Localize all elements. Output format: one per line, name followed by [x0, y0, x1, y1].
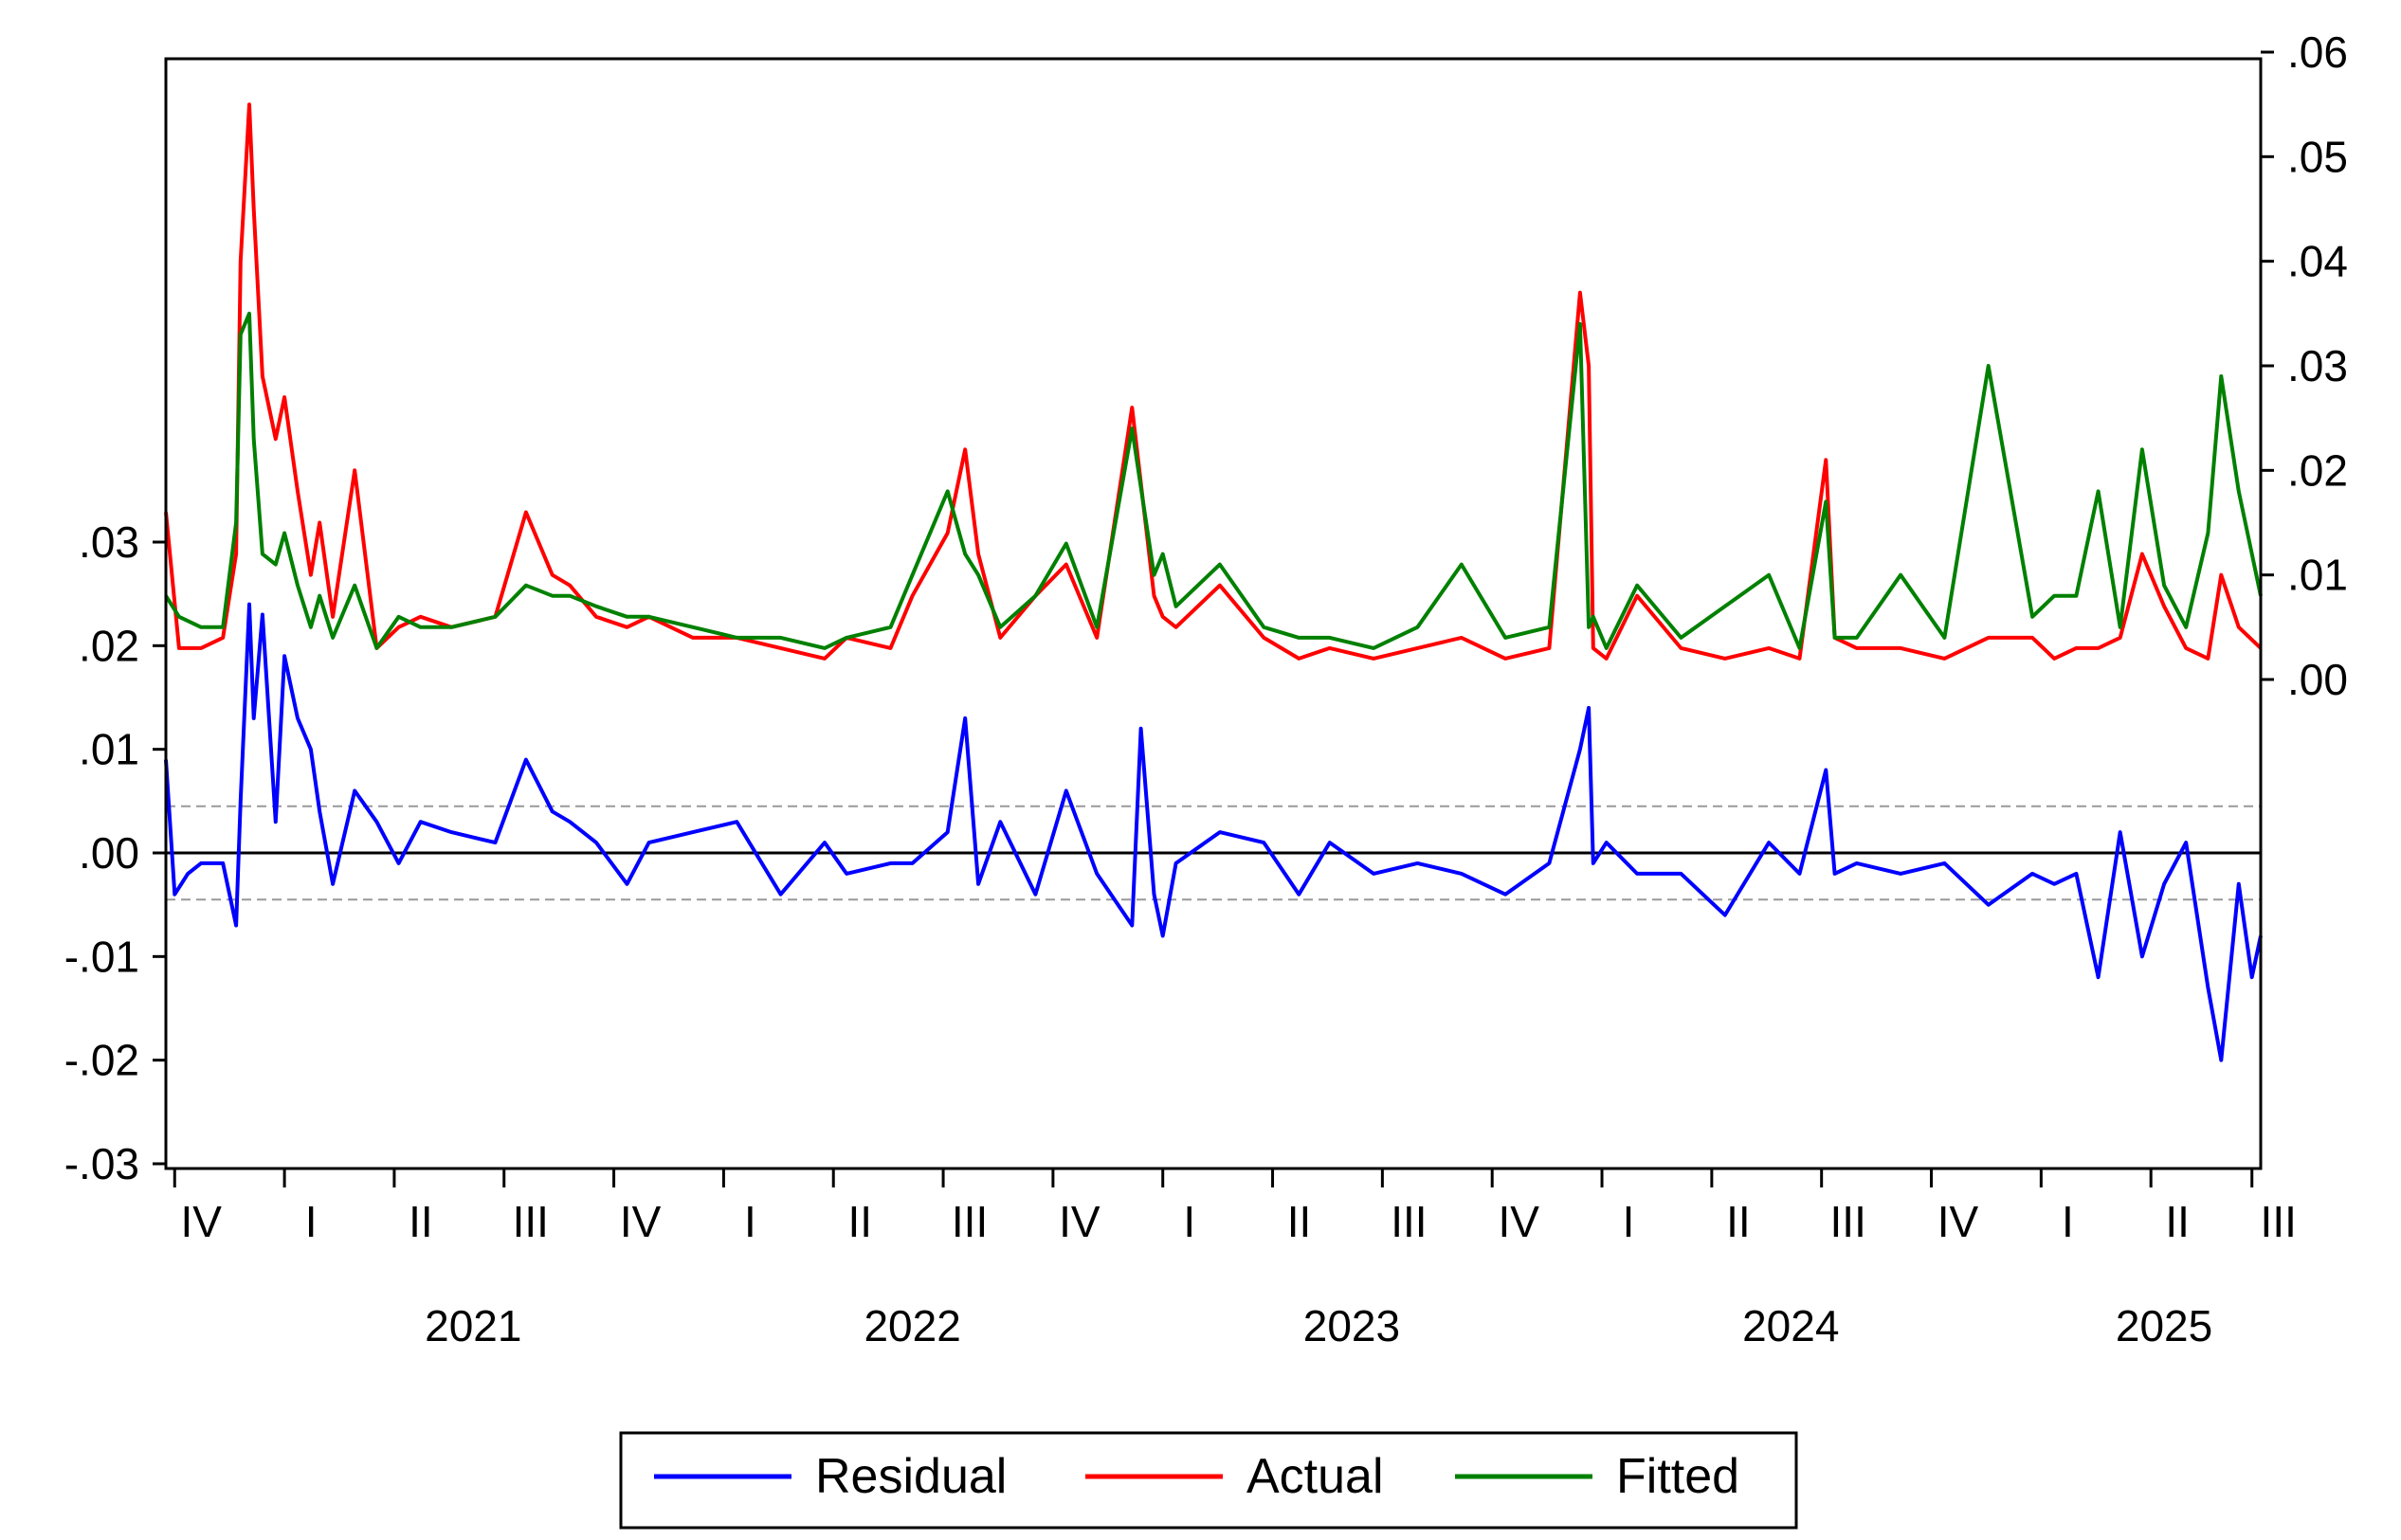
quarter-label: I [2062, 1197, 2074, 1246]
quarter-label: I [305, 1197, 318, 1246]
year-label: 2021 [425, 1301, 521, 1350]
left-axis-tick-label: -.01 [64, 932, 139, 981]
legend: Residual Actual Fitted [619, 1431, 1798, 1530]
series-line-fitted [164, 311, 2263, 650]
quarter-label: III [952, 1197, 988, 1246]
right-axis-tick-label: .01 [2287, 551, 2348, 600]
quarter-label: II [847, 1197, 872, 1246]
quarter-label: III [1391, 1197, 1427, 1246]
year-label: 2023 [1303, 1301, 1400, 1350]
quarter-label: IV [620, 1197, 662, 1246]
quarter-label: III [2261, 1197, 2297, 1246]
left-y-axis: -.03 -.02 -.01 .00 .01 .02 .03 [64, 517, 166, 1188]
right-axis-tick-label: .04 [2287, 237, 2348, 286]
right-axis-tick-label: .00 [2287, 655, 2348, 704]
series-line-actual [164, 102, 2263, 661]
year-label: 2024 [1742, 1301, 1839, 1350]
year-label: 2022 [864, 1301, 960, 1350]
legend-label-fitted: Fitted [1616, 1449, 1739, 1504]
legend-label-actual: Actual [1246, 1449, 1384, 1504]
right-axis-tick-label: .06 [2287, 27, 2348, 77]
legend-box [619, 1431, 1798, 1530]
quarter-label: IV [1059, 1197, 1100, 1246]
left-axis-tick-label: .03 [79, 517, 139, 567]
quarter-label: IV [181, 1197, 223, 1246]
year-label: 2025 [2116, 1301, 2212, 1350]
left-axis-tick-label: .00 [79, 828, 139, 878]
quarter-label: II [1287, 1197, 1312, 1246]
left-axis-tick-label: -.03 [64, 1139, 139, 1188]
right-axis-tick-label: .05 [2287, 132, 2348, 181]
quarter-label: I [744, 1197, 756, 1246]
quarter-label: II [409, 1197, 433, 1246]
right-axis-tick-label: .03 [2287, 341, 2348, 390]
quarter-label: III [513, 1197, 549, 1246]
right-y-axis: .00 .01 .02 .03 .04 .05 .06 [2261, 27, 2348, 704]
legend-label-residual: Residual [815, 1449, 1007, 1504]
quarter-label: IV [1498, 1197, 1539, 1246]
quarter-label: I [1183, 1197, 1195, 1246]
quarter-label: III [1830, 1197, 1866, 1246]
plot-frame [164, 57, 2263, 1170]
quarter-label: II [2165, 1197, 2190, 1246]
left-axis-tick-label: .02 [79, 621, 139, 670]
residual-band-lines [166, 805, 2261, 901]
left-axis-tick-label: .01 [79, 725, 139, 774]
left-axis-tick-label: -.02 [64, 1036, 139, 1085]
quarter-label: IV [1937, 1197, 1979, 1246]
series-lines [164, 102, 2263, 1062]
quarter-label: II [1726, 1197, 1751, 1246]
series-line-residual [164, 602, 2263, 1062]
quarter-label: I [1623, 1197, 1635, 1246]
right-axis-tick-label: .02 [2287, 445, 2348, 495]
x-axis: IV I II III IV I II III IV I II III IV I II III IV I II III… [173, 1169, 2297, 1350]
